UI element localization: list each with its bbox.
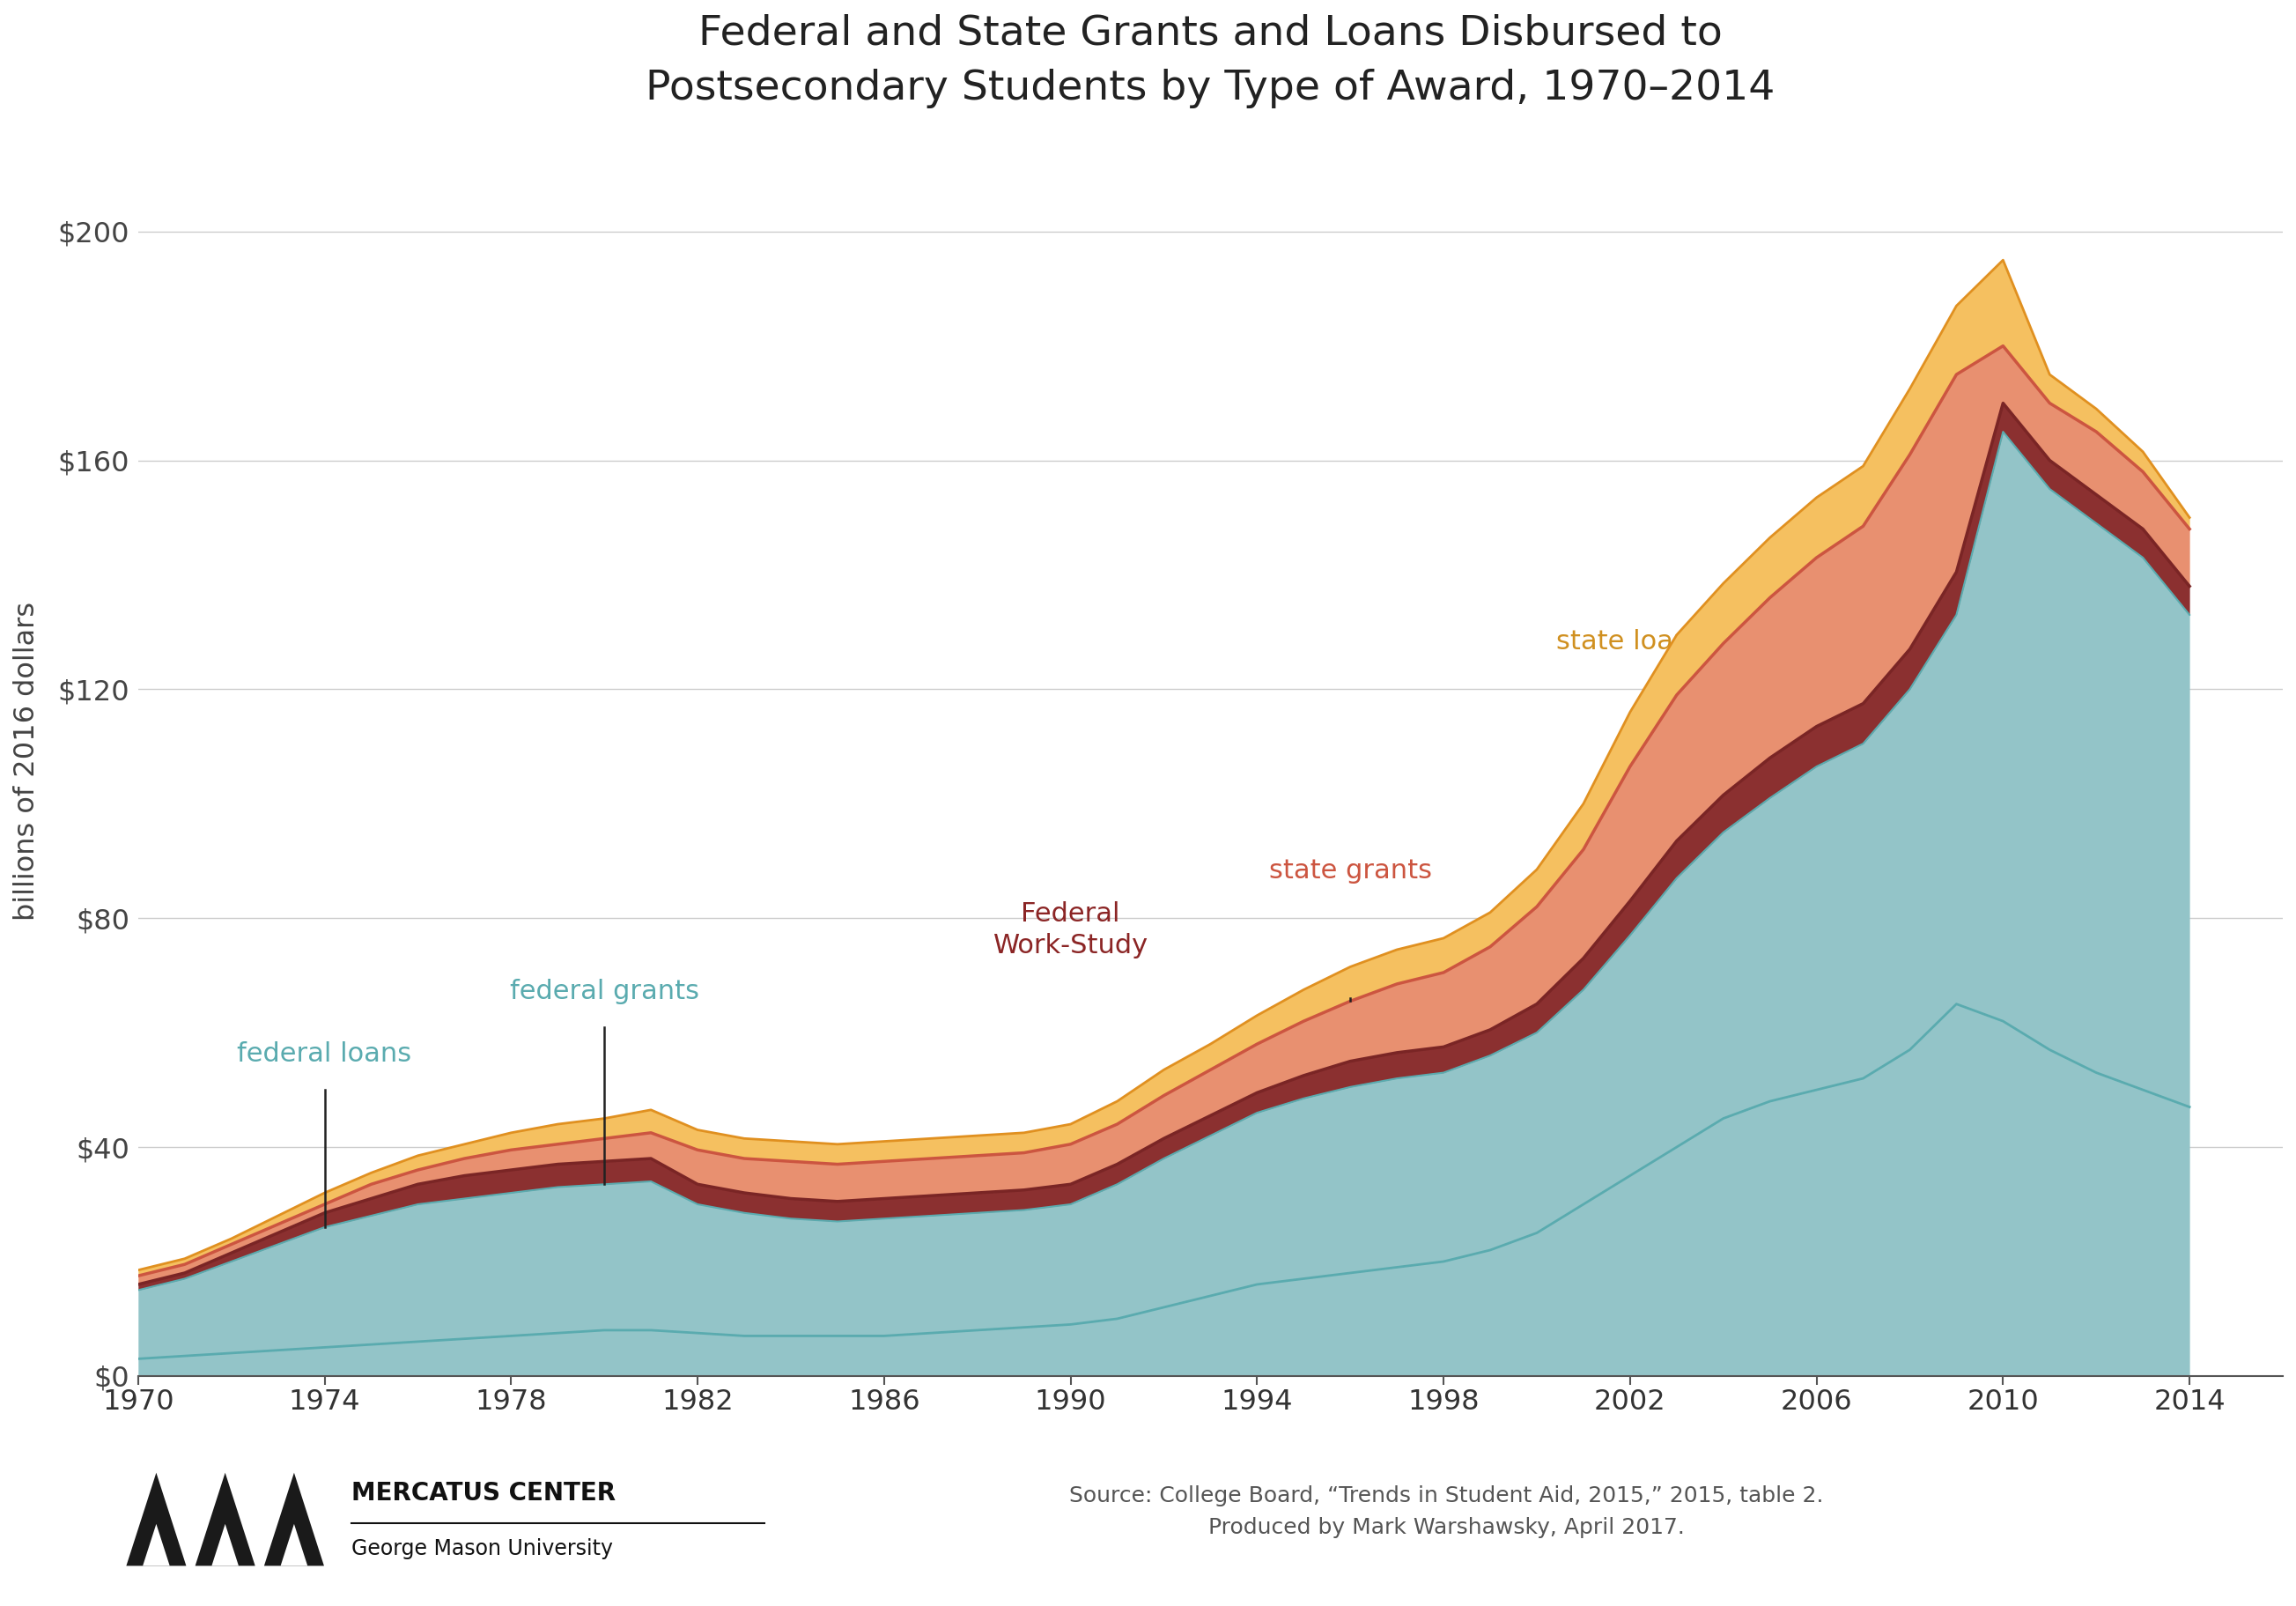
Text: Federal
Work-Study: Federal Work-Study [992, 901, 1148, 959]
Title: Federal and State Grants and Loans Disbursed to
Postsecondary Students by Type o: Federal and State Grants and Loans Disbu… [645, 13, 1775, 108]
Y-axis label: billions of 2016 dollars: billions of 2016 dollars [14, 601, 41, 920]
Text: state grants: state grants [1270, 858, 1433, 883]
Text: MERCATUS CENTER: MERCATUS CENTER [351, 1481, 615, 1505]
Text: state loans: state loans [1557, 630, 1704, 655]
Text: Source: College Board, “Trends in Student Aid, 2015,” 2015, table 2.
Produced by: Source: College Board, “Trends in Studen… [1070, 1486, 1823, 1539]
Text: George Mason University: George Mason University [351, 1539, 613, 1559]
Text: federal grants: federal grants [510, 978, 698, 1004]
Text: federal loans: federal loans [236, 1041, 411, 1066]
